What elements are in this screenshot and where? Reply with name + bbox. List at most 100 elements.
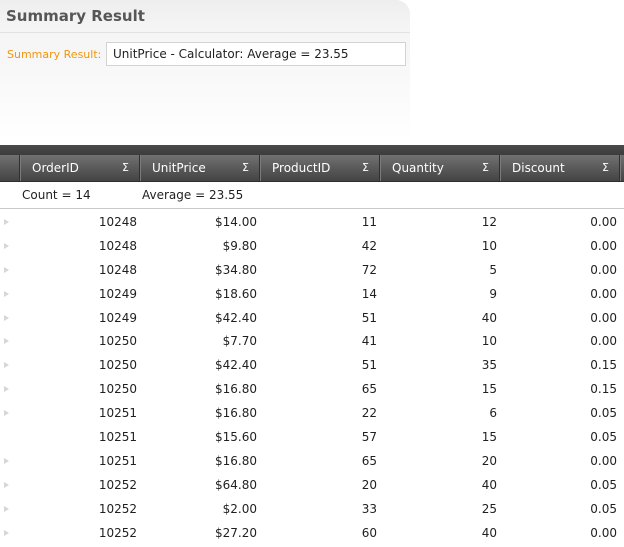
cell-orderid[interactable]: 10252 — [98, 525, 137, 540]
cell-orderid[interactable]: 10249 — [98, 286, 137, 301]
cell-productid[interactable]: 22 — [361, 406, 377, 421]
cell-unitprice[interactable]: $42.40 — [215, 358, 257, 373]
cell-productid[interactable]: 57 — [361, 430, 377, 445]
table-row[interactable]: 10252 $2.00 33 25 0.05 — [0, 498, 624, 522]
cell-discount[interactable]: 0.00 — [590, 238, 617, 253]
cell-orderid[interactable]: 10251 — [98, 453, 137, 468]
cell-unitprice[interactable]: $2.00 — [222, 501, 257, 516]
cell-unitprice[interactable]: $16.80 — [215, 453, 257, 468]
sigma-icon[interactable]: Σ — [122, 161, 129, 174]
cell-quantity[interactable]: 15 — [481, 382, 497, 397]
cell-quantity[interactable]: 6 — [489, 406, 497, 421]
cell-orderid[interactable]: 10250 — [98, 334, 137, 349]
cell-unitprice[interactable]: $9.80 — [222, 238, 257, 253]
cell-orderid[interactable]: 10252 — [98, 501, 137, 516]
cell-productid[interactable]: 42 — [361, 238, 377, 253]
sigma-icon[interactable]: Σ — [602, 161, 609, 174]
cell-productid[interactable]: 14 — [361, 286, 377, 301]
cell-discount[interactable]: 0.00 — [590, 334, 617, 349]
cell-unitprice[interactable]: $15.60 — [215, 430, 257, 445]
cell-discount[interactable]: 0.15 — [590, 382, 617, 397]
cell-quantity[interactable]: 15 — [481, 430, 497, 445]
cell-productid[interactable]: 65 — [361, 453, 377, 468]
column-separator[interactable] — [19, 155, 20, 181]
cell-discount[interactable]: 0.00 — [590, 286, 617, 301]
cell-discount[interactable]: 0.15 — [590, 358, 617, 373]
cell-discount[interactable]: 0.00 — [590, 215, 617, 229]
cell-discount[interactable]: 0.05 — [590, 477, 617, 492]
sigma-icon[interactable]: Σ — [362, 161, 369, 174]
cell-unitprice[interactable]: $7.70 — [222, 334, 257, 349]
cell-quantity[interactable]: 12 — [481, 215, 497, 229]
cell-discount[interactable]: 0.05 — [590, 406, 617, 421]
cell-productid[interactable]: 51 — [361, 358, 377, 373]
cell-orderid[interactable]: 10249 — [98, 310, 137, 325]
table-row[interactable]: 10249 $18.60 14 9 0.00 — [0, 283, 624, 307]
column-separator[interactable] — [619, 155, 620, 181]
cell-productid[interactable]: 65 — [361, 382, 377, 397]
cell-orderid[interactable]: 10251 — [98, 406, 137, 421]
table-row[interactable]: 10251 $16.80 22 6 0.05 — [0, 402, 624, 426]
cell-quantity[interactable]: 40 — [481, 477, 497, 492]
cell-discount[interactable]: 0.00 — [590, 525, 617, 540]
cell-discount[interactable]: 0.05 — [590, 430, 617, 445]
column-header-discount[interactable]: Discount Σ — [500, 155, 619, 181]
cell-unitprice[interactable]: $16.80 — [215, 406, 257, 421]
cell-unitprice[interactable]: $16.80 — [215, 382, 257, 397]
cell-quantity[interactable]: 10 — [481, 334, 497, 349]
cell-orderid[interactable]: 10248 — [98, 262, 137, 277]
table-row[interactable]: 10251 $16.80 65 20 0.00 — [0, 450, 624, 474]
summary-result-field[interactable]: UnitPrice - Calculator: Average = 23.55 — [106, 42, 406, 66]
cell-quantity[interactable]: 20 — [481, 453, 497, 468]
cell-quantity[interactable]: 25 — [481, 501, 497, 516]
table-row[interactable]: 10252 $27.20 60 40 0.00 — [0, 522, 624, 546]
column-header-quantity[interactable]: Quantity Σ — [380, 155, 499, 181]
table-row[interactable]: 10248 $34.80 72 5 0.00 — [0, 259, 624, 283]
cell-discount[interactable]: 0.05 — [590, 501, 617, 516]
table-row[interactable]: 10250 $16.80 65 15 0.15 — [0, 378, 624, 402]
cell-unitprice[interactable]: $14.00 — [215, 215, 257, 229]
cell-quantity[interactable]: 10 — [481, 238, 497, 253]
cell-quantity[interactable]: 9 — [489, 286, 497, 301]
table-row[interactable]: 10249 $42.40 51 40 0.00 — [0, 307, 624, 331]
cell-unitprice[interactable]: $27.20 — [215, 525, 257, 540]
cell-unitprice[interactable]: $34.80 — [215, 262, 257, 277]
cell-orderid[interactable]: 10248 — [98, 238, 137, 253]
cell-productid[interactable]: 72 — [361, 262, 377, 277]
cell-productid[interactable]: 11 — [361, 215, 377, 229]
table-row[interactable]: 10248 $9.80 42 10 0.00 — [0, 235, 624, 259]
sigma-icon[interactable]: Σ — [482, 161, 489, 174]
cell-orderid[interactable]: 10252 — [98, 477, 137, 492]
cell-discount[interactable]: 0.00 — [590, 453, 617, 468]
cell-quantity[interactable]: 40 — [481, 310, 497, 325]
cell-quantity[interactable]: 35 — [481, 358, 497, 373]
table-row[interactable]: 10251 $15.60 57 15 0.05 — [0, 426, 624, 450]
cell-quantity[interactable]: 40 — [481, 525, 497, 540]
table-row[interactable]: 10250 $42.40 51 35 0.15 — [0, 354, 624, 378]
cell-productid[interactable]: 20 — [361, 477, 377, 492]
table-row[interactable]: 10250 $7.70 41 10 0.00 — [0, 330, 624, 354]
cell-orderid[interactable]: 10251 — [98, 430, 137, 445]
cell-productid[interactable]: 60 — [361, 525, 377, 540]
cell-unitprice[interactable]: $42.40 — [215, 310, 257, 325]
cell-orderid[interactable]: 10250 — [98, 382, 137, 397]
column-separator[interactable] — [259, 155, 260, 181]
column-separator[interactable] — [499, 155, 500, 181]
table-row[interactable]: 10248 $14.00 11 12 0.00 — [0, 211, 624, 235]
cell-quantity[interactable]: 5 — [489, 262, 497, 277]
column-header-productid[interactable]: ProductID Σ — [260, 155, 379, 181]
cell-productid[interactable]: 51 — [361, 310, 377, 325]
cell-orderid[interactable]: 10248 — [98, 215, 137, 229]
cell-discount[interactable]: 0.00 — [590, 310, 617, 325]
sigma-icon[interactable]: Σ — [242, 161, 249, 174]
cell-unitprice[interactable]: $18.60 — [215, 286, 257, 301]
cell-productid[interactable]: 41 — [361, 334, 377, 349]
column-header-orderid[interactable]: OrderID Σ — [20, 155, 139, 181]
cell-orderid[interactable]: 10250 — [98, 358, 137, 373]
cell-unitprice[interactable]: $64.80 — [215, 477, 257, 492]
column-separator[interactable] — [139, 155, 140, 181]
cell-discount[interactable]: 0.00 — [590, 262, 617, 277]
column-separator[interactable] — [379, 155, 380, 181]
column-header-unitprice[interactable]: UnitPrice Σ — [140, 155, 259, 181]
table-row[interactable]: 10252 $64.80 20 40 0.05 — [0, 474, 624, 498]
